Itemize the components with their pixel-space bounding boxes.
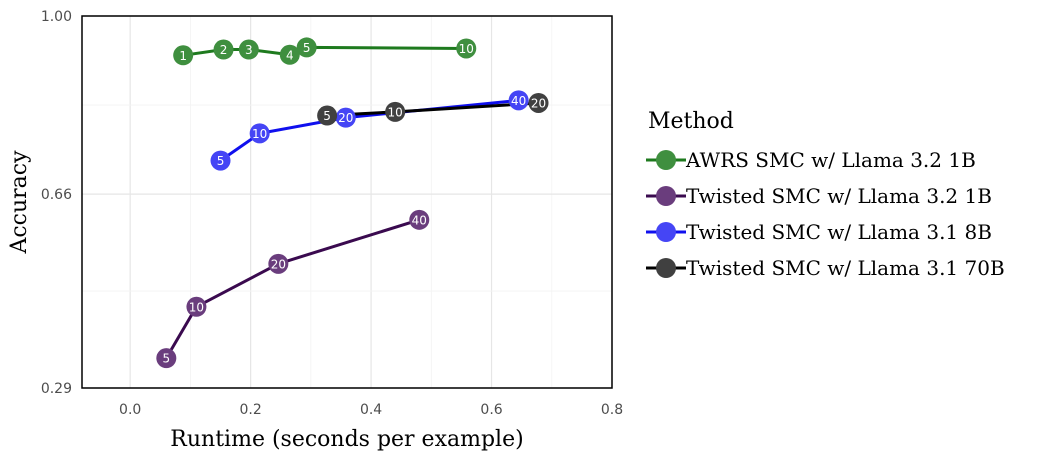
data-point — [335, 107, 356, 128]
data-point — [279, 44, 300, 65]
series-lines — [164, 45, 540, 360]
data-point-label: 20 — [338, 111, 353, 125]
y-tick-label: 0.66 — [41, 187, 72, 203]
data-point — [385, 101, 406, 122]
y-tick-label: 1.00 — [41, 9, 72, 25]
legend-label: Twisted SMC w/ Llama 3.1 70B — [686, 256, 1005, 280]
data-point — [156, 348, 177, 369]
data-point-label: 10 — [252, 127, 267, 141]
data-point-label: 1 — [179, 49, 187, 63]
data-point-label: 5 — [217, 154, 225, 168]
plot-panel-border — [81, 15, 613, 389]
legend-title: Method — [648, 109, 734, 134]
data-point-label: 2 — [220, 43, 228, 57]
data-point — [186, 296, 207, 317]
data-point — [249, 123, 270, 144]
legend-marker — [656, 186, 676, 206]
data-point — [213, 39, 234, 60]
x-tick-label: 0.6 — [480, 402, 502, 418]
x-axis-title: Runtime (seconds per example) — [170, 427, 523, 451]
axis-ticks: 0.0 0.2 0.4 0.6 0.8 0.29 0.66 1.00 — [41, 9, 623, 418]
y-tick-label: 0.29 — [41, 381, 72, 397]
legend-marker — [656, 150, 676, 170]
x-tick-label: 0.2 — [240, 402, 262, 418]
data-point-label: 40 — [412, 213, 427, 227]
legend-marker — [656, 258, 676, 278]
legend-label: AWRS SMC w/ Llama 3.2 1B — [685, 148, 976, 172]
data-point — [456, 38, 477, 59]
x-tick-label: 0.4 — [360, 402, 382, 418]
data-point — [317, 105, 338, 126]
data-point — [238, 39, 259, 60]
data-point-label: 20 — [271, 257, 286, 271]
legend-label: Twisted SMC w/ Llama 3.1 8B — [686, 220, 992, 244]
data-point-label: 4 — [286, 48, 294, 62]
data-point — [528, 92, 549, 113]
data-point — [508, 90, 529, 111]
x-tick-label: 0.0 — [119, 402, 141, 418]
data-point-label: 5 — [303, 41, 311, 55]
x-tick-label: 0.8 — [601, 402, 623, 418]
data-point — [296, 37, 317, 58]
data-point-label: 10 — [459, 42, 474, 56]
data-point-label: 10 — [189, 300, 204, 314]
data-point — [173, 45, 194, 66]
data-point — [409, 209, 430, 230]
legend: Method AWRS SMC w/ Llama 3.2 1B Twisted S… — [646, 109, 1005, 280]
data-point-label: 10 — [388, 105, 403, 119]
data-point-label: 3 — [245, 43, 253, 57]
y-axis-title: Accuracy — [7, 150, 32, 255]
data-point-label: 5 — [162, 352, 170, 366]
series-line-2 — [164, 218, 421, 360]
data-point-label: 5 — [323, 109, 331, 123]
data-point-label: 40 — [511, 94, 526, 108]
data-point — [268, 253, 289, 274]
data-point-label: 20 — [531, 96, 546, 110]
grid — [82, 15, 613, 389]
data-point — [210, 150, 231, 171]
legend-label: Twisted SMC w/ Llama 3.2 1B — [686, 184, 992, 208]
legend-marker — [656, 222, 676, 242]
